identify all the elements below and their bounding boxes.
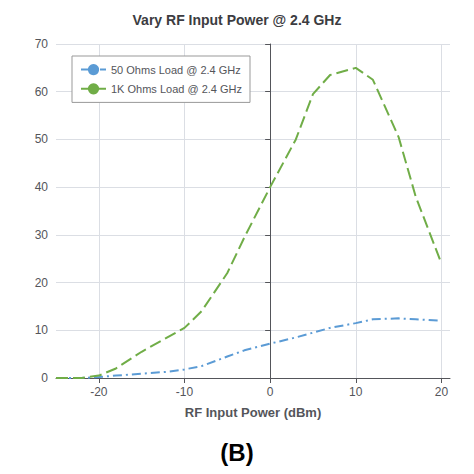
svg-text:(B): (B)	[220, 439, 253, 466]
svg-text:20: 20	[435, 385, 449, 399]
svg-text:70: 70	[35, 37, 49, 51]
svg-text:30: 30	[35, 228, 49, 242]
svg-text:RF Input Power (dBm): RF Input Power (dBm)	[185, 405, 322, 420]
svg-text:20: 20	[35, 276, 49, 290]
svg-text:50 Ohms Load @ 2.4 GHz: 50 Ohms Load @ 2.4 GHz	[111, 64, 241, 76]
svg-text:10: 10	[349, 385, 363, 399]
svg-text:Vary RF Input Power @ 2.4 GHz: Vary RF Input Power @ 2.4 GHz	[133, 12, 342, 28]
svg-text:60: 60	[35, 85, 49, 99]
svg-text:40: 40	[35, 180, 49, 194]
svg-text:0: 0	[267, 385, 274, 399]
svg-text:0: 0	[41, 371, 48, 385]
svg-text:50: 50	[35, 132, 49, 146]
svg-text:-20: -20	[90, 385, 108, 399]
svg-text:10: 10	[35, 323, 49, 337]
svg-text:1K Ohms Load @ 2.4 GHz: 1K Ohms Load @ 2.4 GHz	[111, 83, 242, 95]
svg-text:-10: -10	[176, 385, 194, 399]
